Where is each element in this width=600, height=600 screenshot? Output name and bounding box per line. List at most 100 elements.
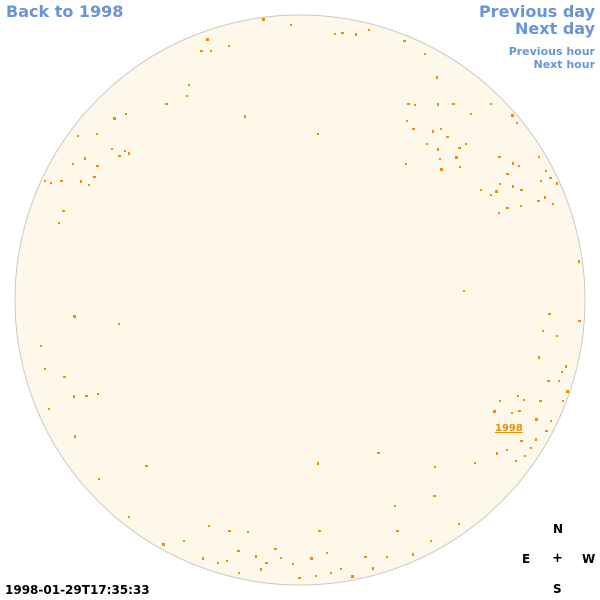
- spot-mark: [165, 103, 168, 105]
- spot-mark: [542, 330, 544, 332]
- spot-mark: [77, 135, 79, 137]
- spot-mark: [340, 568, 342, 570]
- spot-mark: [407, 103, 410, 105]
- spot-mark: [238, 572, 240, 574]
- spot-mark: [124, 150, 126, 152]
- spot-mark: [540, 180, 542, 182]
- spot-mark: [538, 156, 540, 158]
- spot-mark: [470, 113, 472, 115]
- spot-mark: [499, 400, 501, 402]
- spot-mark: [511, 412, 513, 414]
- spot-mark: [80, 180, 82, 183]
- spot-mark: [437, 148, 439, 151]
- spot-mark: [118, 323, 120, 325]
- spot-mark: [162, 543, 165, 546]
- spot-mark: [437, 103, 439, 106]
- compass-east: E: [522, 552, 531, 566]
- spot-mark: [73, 315, 76, 318]
- spot-mark: [406, 120, 408, 122]
- spot-mark: [512, 162, 514, 165]
- spot-mark: [495, 190, 498, 193]
- compass-north: N: [553, 522, 564, 536]
- back-to-year-link[interactable]: Back to 1998: [6, 2, 124, 21]
- spot-mark: [518, 410, 521, 412]
- spot-mark: [440, 128, 442, 130]
- spot-mark: [183, 540, 185, 542]
- spot-mark: [351, 575, 354, 578]
- spot-mark: [317, 462, 319, 465]
- spot-mark: [578, 320, 581, 322]
- spot-mark: [535, 418, 538, 421]
- spot-mark: [188, 84, 190, 86]
- spot-mark: [244, 115, 246, 118]
- spot-mark: [60, 180, 63, 182]
- spot-mark: [566, 390, 569, 393]
- spot-mark: [72, 163, 74, 165]
- spot-mark: [552, 203, 554, 205]
- spot-mark: [524, 455, 526, 457]
- spot-mark: [85, 395, 88, 397]
- spot-mark: [565, 365, 567, 368]
- spot-mark: [97, 393, 99, 395]
- spot-mark: [145, 465, 148, 467]
- spot-mark: [315, 575, 317, 577]
- spot-mark: [208, 525, 210, 527]
- spot-mark: [50, 182, 52, 184]
- compass-center: +: [552, 551, 563, 566]
- spot-mark: [498, 212, 500, 214]
- spot-mark: [430, 540, 432, 542]
- spot-mark: [96, 133, 98, 135]
- previous-hour-link[interactable]: Previous hour: [508, 45, 595, 58]
- next-hour-link[interactable]: Next hour: [533, 58, 596, 71]
- spot-mark: [506, 449, 508, 451]
- spot-mark: [255, 555, 257, 558]
- spot-mark: [458, 147, 461, 149]
- spot-mark: [292, 563, 294, 565]
- spot-mark: [318, 530, 321, 532]
- spot-mark: [364, 556, 367, 558]
- spot-mark: [498, 156, 501, 158]
- spot-mark: [386, 556, 388, 558]
- spot-mark: [265, 562, 268, 564]
- spot-mark: [298, 577, 301, 579]
- spot-mark: [511, 114, 514, 117]
- spot-mark: [412, 553, 414, 556]
- next-day-link[interactable]: Next day: [515, 19, 595, 38]
- spot-mark: [556, 335, 558, 337]
- spot-mark: [210, 50, 212, 52]
- spot-mark: [93, 176, 96, 178]
- spot-mark: [455, 156, 458, 159]
- spot-mark: [561, 371, 563, 373]
- spot-mark: [549, 177, 552, 179]
- spot-mark: [317, 133, 319, 135]
- spot-mark: [200, 50, 203, 52]
- spot-mark: [446, 136, 449, 138]
- spot-mark: [474, 462, 476, 464]
- spot-mark: [520, 440, 523, 442]
- spot-mark: [493, 410, 496, 413]
- compass-west: W: [582, 552, 596, 566]
- compass-south: S: [553, 582, 562, 596]
- spot-mark: [128, 516, 130, 518]
- spot-mark: [73, 395, 75, 398]
- spot-mark: [394, 505, 396, 507]
- spot-mark: [88, 184, 90, 186]
- spot-mark: [334, 33, 336, 35]
- previous-day-link[interactable]: Previous day: [478, 2, 595, 21]
- spot-mark: [490, 194, 492, 196]
- spot-mark: [62, 210, 65, 212]
- spot-mark: [202, 557, 204, 560]
- spot-mark: [480, 189, 482, 191]
- spot-mark: [544, 196, 546, 199]
- spot-mark: [113, 117, 116, 120]
- spot-mark: [74, 435, 76, 438]
- spot-mark: [517, 395, 519, 397]
- region-label-link[interactable]: 1998: [495, 423, 523, 434]
- spot-mark: [274, 548, 277, 550]
- spot-mark: [186, 95, 188, 97]
- active-region-spots: [40, 18, 581, 579]
- spot-mark: [515, 460, 517, 462]
- spot-mark: [433, 495, 436, 497]
- spot-mark: [377, 452, 380, 454]
